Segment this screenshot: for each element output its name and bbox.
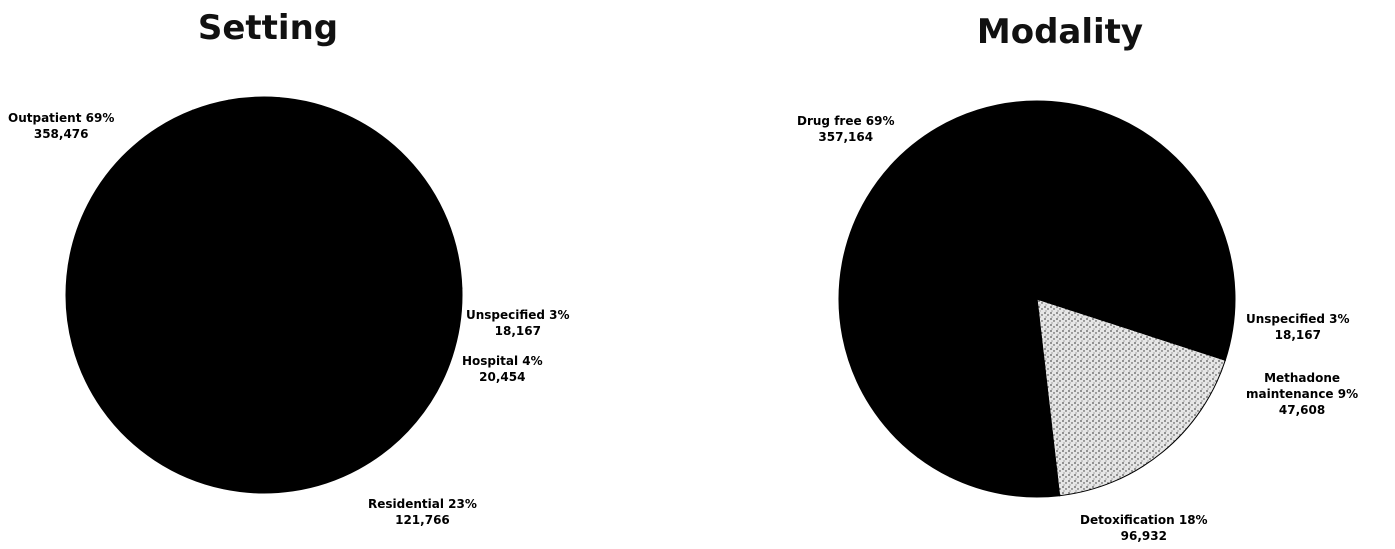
label-methadone-name: Methadone (1264, 371, 1341, 385)
label-detoxification: Detoxification 18% 96,932 (1080, 512, 1208, 544)
label-setting-unspecified-name: Unspecified 3% (466, 308, 570, 322)
setting-chart-title: Setting (197, 8, 339, 48)
modality-pie (838, 100, 1236, 498)
label-modality-unspecified-value: 18,167 (1274, 328, 1321, 342)
setting-pie (65, 96, 463, 494)
label-methadone: Methadone maintenance 9% 47,608 (1246, 370, 1358, 418)
label-modality-unspecified-name: Unspecified 3% (1246, 312, 1350, 326)
modality-slice-drug-free (838, 100, 1236, 458)
label-outpatient: Outpatient 69% 358,476 (8, 110, 114, 142)
label-detoxification-name: Detoxification 18% (1080, 513, 1208, 527)
label-outpatient-name: Outpatient 69% (8, 111, 115, 125)
label-residential: Residential 23% 121,766 (368, 496, 477, 528)
label-outpatient-value: 358,476 (33, 127, 89, 141)
label-methadone-name-2: maintenance 9% (1246, 387, 1359, 401)
label-residential-value: 121,766 (395, 513, 450, 527)
modality-chart-title: Modality (976, 12, 1144, 52)
label-setting-unspecified-value: 18,167 (494, 324, 541, 338)
modality-slice-methadone-maintenance (948, 297, 1061, 498)
label-setting-unspecified: Unspecified 3% 18,167 (466, 307, 570, 339)
label-residential-name: Residential 23% (368, 497, 477, 511)
label-detoxification-value: 96,932 (1120, 529, 1167, 543)
label-hospital: Hospital 4% 20,454 (462, 353, 543, 385)
label-hospital-value: 20,454 (479, 370, 526, 384)
setting-slice-outpatient (65, 109, 463, 494)
label-methadone-value: 47,608 (1278, 403, 1326, 417)
label-hospital-name: Hospital 4% (462, 354, 543, 368)
label-drug-free-value: 357,164 (818, 130, 874, 144)
setting-slice-residential (263, 97, 463, 296)
label-drug-free: Drug free 69% 357,164 (797, 113, 895, 145)
modality-slice-detoxification (1036, 298, 1226, 497)
label-modality-unspecified: Unspecified 3% 18,167 (1246, 311, 1350, 343)
label-drug-free-name: Drug free 69% (797, 114, 895, 128)
